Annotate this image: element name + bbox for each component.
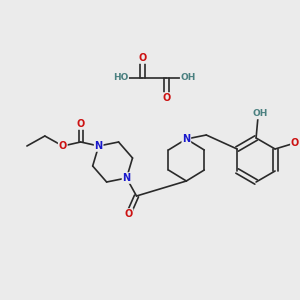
Text: O: O [138, 53, 147, 63]
Text: OH: OH [252, 110, 268, 118]
Text: O: O [162, 93, 170, 103]
Text: N: N [122, 173, 130, 183]
Text: OH: OH [181, 74, 196, 82]
Text: O: O [59, 141, 67, 151]
Text: N: N [182, 134, 190, 144]
Text: O: O [124, 209, 133, 219]
Text: O: O [76, 119, 85, 129]
Text: O: O [291, 138, 299, 148]
Text: N: N [94, 141, 103, 151]
Text: HO: HO [113, 74, 128, 82]
